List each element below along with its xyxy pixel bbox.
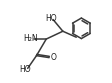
Text: O: O — [51, 53, 57, 62]
Text: H₂N: H₂N — [23, 34, 37, 43]
Text: HO: HO — [45, 14, 56, 23]
Text: HO: HO — [19, 65, 31, 74]
